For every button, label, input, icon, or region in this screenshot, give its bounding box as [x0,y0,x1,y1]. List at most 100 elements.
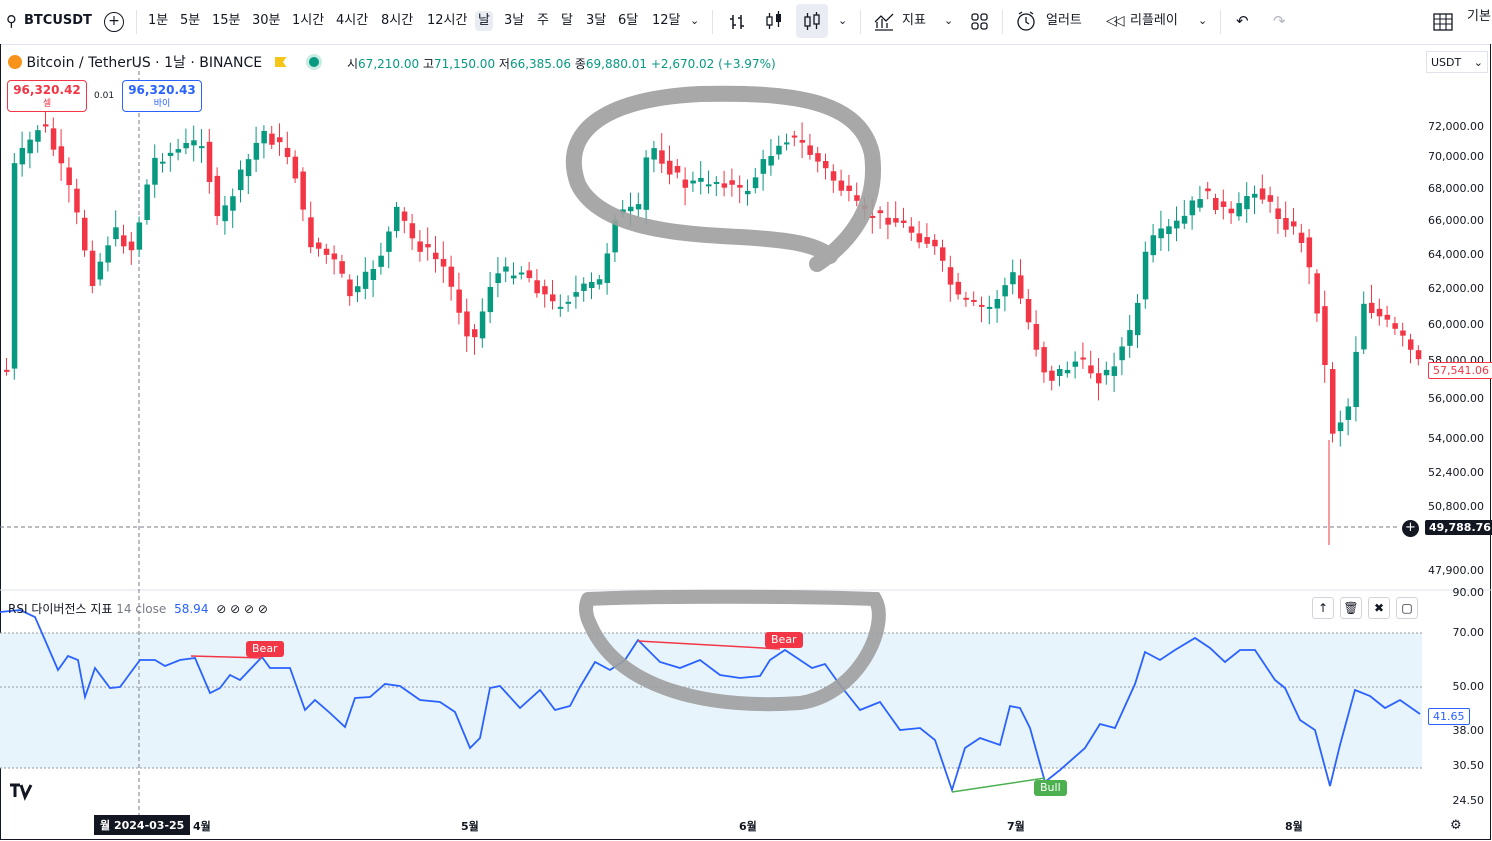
candle-body [472,329,478,338]
candle-body [690,180,696,184]
candle-body [1259,188,1266,200]
candle-body [323,248,330,255]
chevron-down-icon[interactable]: ⌄ [838,14,848,27]
candle-body [66,167,72,186]
interval-3M[interactable]: 3달 [586,13,607,28]
chevron-down-icon[interactable]: ⌄ [1198,14,1208,27]
price-axis-label: 52,400.00 [1428,466,1484,479]
candle-body [362,271,369,289]
candle-body [89,250,96,286]
candle-body [1127,330,1133,346]
candle-body [651,148,657,160]
interval-30m[interactable]: 30분 [252,13,281,28]
chevron-down-icon[interactable]: ⌄ [690,14,700,27]
hollow-candles-button[interactable] [796,4,828,38]
interval-6M[interactable]: 6달 [618,13,639,28]
interval-3d[interactable]: 3날 [504,13,525,28]
candle-body [1080,357,1086,360]
interval-1d[interactable]: 날 [475,11,493,31]
delete-pane-icon[interactable]: 🗑 [1340,597,1362,619]
interval-1w[interactable]: 주 [537,13,549,28]
candle-body [1096,373,1102,384]
candle-body [1189,200,1196,216]
candle-body [1119,346,1125,361]
candle-body [1408,339,1414,350]
chevron-down-icon: ⌄ [1473,56,1483,69]
candle-body [97,261,104,280]
rsi-legend[interactable]: RSI 다이버전스 지표 14 close 58.94 ⊘ ⊘ ⊘ ⊘ [8,600,268,617]
candle-body [1361,303,1367,350]
interval-12M[interactable]: 12달 [652,13,681,28]
move-pane-up-icon[interactable]: ↑ [1312,597,1334,619]
alert-button[interactable]: 얼러트 [1046,13,1082,28]
search-icon[interactable]: ⚲ [6,12,17,30]
interval-4h[interactable]: 4시간 [336,13,369,28]
buy-button[interactable]: 96,320.43 바이 [122,80,202,112]
candle-body [121,235,127,247]
candle-body [1267,195,1274,202]
interval-5m[interactable]: 5분 [180,13,201,28]
rsi-line [0,609,1421,793]
collapse-pane-icon[interactable]: ✖ [1368,597,1390,619]
indicators-icon[interactable] [873,12,895,32]
candle-body [932,239,938,247]
undo-icon[interactable]: ↶ [1236,12,1249,30]
rsi-title: 다이버전스 지표 [31,602,113,616]
candle-body [105,245,111,263]
candle-body [183,142,189,149]
candle-body [284,147,291,158]
flag-icon[interactable] [274,57,287,67]
candle-body [908,226,915,233]
top-toolbar: ⚲ BTCUSDT + 1분 5분 15분 30분 1시간 4시간 8시간 12… [0,0,1492,45]
sell-button[interactable]: 96,320.42 셀 [7,80,87,112]
replay-icon[interactable]: ◁◁ [1106,13,1124,29]
candle-body [784,142,790,145]
layout-table-icon[interactable] [1433,13,1453,31]
candle-body [394,206,400,232]
bar-chart-icon[interactable] [727,12,747,32]
add-alert-icon[interactable]: + [1402,520,1419,537]
candle-body [144,184,150,221]
settings-gear-icon[interactable]: ⚙ [1450,818,1462,833]
market-open-icon [309,57,320,67]
candle-body [1018,275,1024,299]
candle-body [893,218,899,223]
hidden-value-icon: ⊘ ⊘ ⊘ ⊘ [216,602,268,616]
symbol-search[interactable]: BTCUSDT [24,13,92,28]
candle-body [955,281,962,295]
layout-grid-icon[interactable] [970,12,990,32]
interval-1m[interactable]: 1분 [148,13,169,28]
candle-body [316,242,322,249]
candle-body [745,190,751,195]
candle-body [425,244,431,248]
bitcoin-icon [8,55,22,69]
replay-button[interactable]: 리플레이 [1130,13,1178,28]
interval-1M[interactable]: 달 [561,13,573,28]
hand-drawn-circle-price [565,85,882,272]
redo-icon[interactable]: ↷ [1273,12,1286,30]
alert-clock-icon[interactable] [1016,11,1038,33]
candles-icon[interactable] [764,10,784,32]
indicators-button[interactable]: 지표 [902,13,926,28]
candle-body [1283,218,1289,230]
chart-canvas[interactable] [0,44,1491,840]
candle-body [807,145,813,155]
add-symbol-icon[interactable]: + [104,12,124,32]
interval-1h[interactable]: 1시간 [292,13,325,28]
chevron-down-icon[interactable]: ⌄ [944,14,954,27]
candle-body [1205,188,1211,192]
maximize-pane-icon[interactable]: ▢ [1396,597,1418,619]
candle-body [1291,221,1297,227]
interval-12h[interactable]: 12시간 [427,13,468,28]
candle-body [885,217,891,225]
symbol-legend[interactable]: Bitcoin / TetherUS · 1날 · BINANCE [8,52,320,72]
currency-select[interactable]: USDT ⌄ [1426,51,1488,73]
candle-body [534,280,540,294]
candle-body [401,211,408,221]
layout-name[interactable]: 기본 [1467,9,1491,24]
interval-15m[interactable]: 15분 [212,13,241,28]
candle-body [300,171,306,210]
candle-body [542,286,548,295]
candle-body [245,159,252,177]
interval-8h[interactable]: 8시간 [381,13,414,28]
